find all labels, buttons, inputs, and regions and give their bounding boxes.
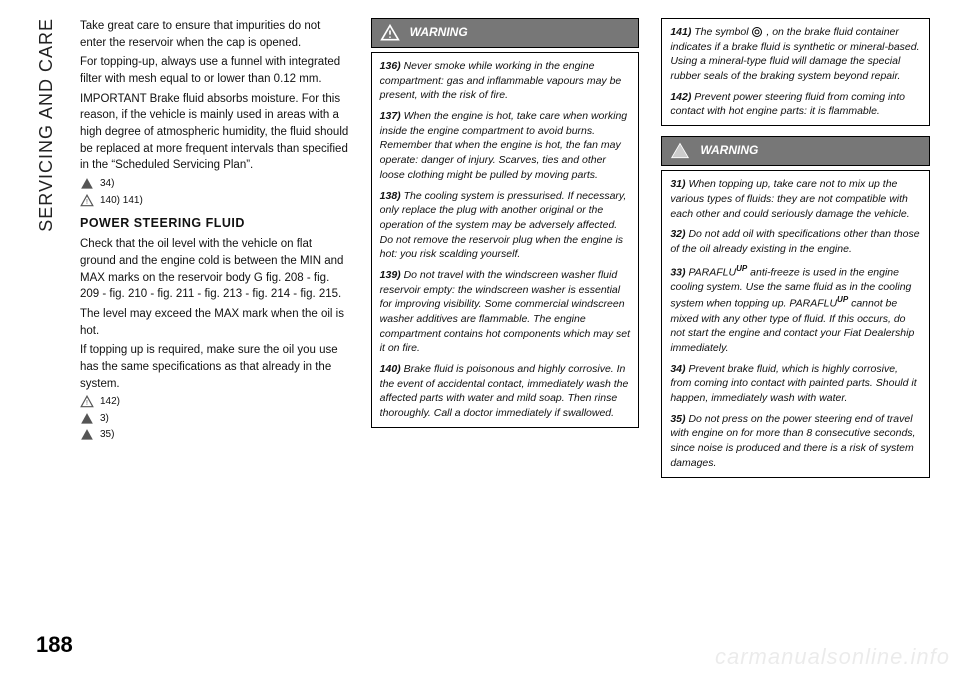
sup-up: UP [736,264,747,273]
warning-item: 139) Do not travel with the windscreen w… [380,268,631,356]
warning-body-bottom: 31) When topping up, take care not to mi… [661,170,930,477]
warning-number: 138) [380,190,401,202]
warning-triangle-icon [380,23,400,43]
warning-body: 136) Never smoke while working in the en… [371,52,640,428]
ref-row: 3) [80,412,349,427]
warning-number: 32) [670,228,685,240]
column-1: Take great care to ensure that impuritie… [80,18,349,628]
warning-number: 31) [670,178,685,190]
ref-text: 35) [100,428,114,443]
column-3: 141) The symbol , on the brake fluid con… [661,18,930,628]
warning-text: Prevent brake fluid, which is highly cor… [670,363,916,404]
warning-title: WARNING [410,24,468,41]
page-number: 188 [36,632,73,658]
warning-item: 136) Never smoke while working in the en… [380,59,631,103]
warning-text: When the engine is hot, take care when w… [380,110,627,181]
warning-text: Do not press on the power steering end o… [670,413,915,469]
warning-item: 34) Prevent brake fluid, which is highly… [670,362,921,406]
warning-number: 139) [380,269,401,281]
warning-item: 31) When topping up, take care not to mi… [670,177,921,221]
ref-row: ! 140) 141) [80,194,349,209]
warning-text-a: PARAFLU [688,266,736,278]
warning-text: The cooling system is pressurised. If ne… [380,190,627,261]
brake-symbol-icon [751,26,763,38]
warning-text: Never smoke while working in the engine … [380,60,622,101]
body-text: Check that the oil level with the vehicl… [80,236,349,303]
svg-text:!: ! [86,400,88,407]
ref-row: 35) [80,428,349,443]
warning-item: 140) Brake fluid is poisonous and highly… [380,362,631,421]
ref-text: 34) [100,177,114,192]
warning-text-a: The symbol [694,26,751,38]
caution-icon [80,428,94,442]
warning-item: 33) PARAFLUUP anti-freeze is used in the… [670,263,921,356]
warning-text: When topping up, take care not to mix up… [670,178,909,219]
warning-number: 141) [670,26,691,38]
warning-banner: WARNING [661,136,930,166]
warning-banner: WARNING [371,18,640,48]
watermark: carmanualsonline.info [715,644,950,670]
caution-icon [80,177,94,191]
warning-number: 33) [670,266,685,278]
warning-item: 35) Do not press on the power steering e… [670,412,921,471]
body-text: The level may exceed the MAX mark when t… [80,306,349,339]
warning-item: 32) Do not add oil with specifications o… [670,227,921,256]
warning-text: Brake fluid is poisonous and highly corr… [380,363,629,419]
warning-number: 137) [380,110,401,122]
column-2: WARNING 136) Never smoke while working i… [371,18,640,628]
body-text: IMPORTANT Brake fluid absorbs moisture. … [80,91,349,174]
warning-number: 140) [380,363,401,375]
warning-text: Do not travel with the windscreen washer… [380,269,630,354]
content-columns: Take great care to ensure that impuritie… [80,18,930,628]
svg-text:!: ! [86,199,88,206]
warning-text: Do not add oil with specifications other… [670,228,919,255]
warning-number: 35) [670,413,685,425]
warning-text: Prevent power steering fluid from coming… [670,91,905,118]
section-tab: SERVICING AND CARE [36,18,57,232]
ref-text: 3) [100,412,109,427]
caution-icon [80,412,94,426]
warning-title: WARNING [700,142,758,159]
body-text: If topping up is required, make sure the… [80,342,349,392]
warning-body-top: 141) The symbol , on the brake fluid con… [661,18,930,126]
warning-number: 136) [380,60,401,72]
body-text: For topping-up, always use a funnel with… [80,54,349,87]
body-text: Take great care to ensure that impuritie… [80,18,349,51]
warning-number: 34) [670,363,685,375]
warning-item: 137) When the engine is hot, take care w… [380,109,631,182]
ref-row: ! 142) [80,395,349,410]
warning-item: 142) Prevent power steering fluid from c… [670,90,921,119]
warning-item: 138) The cooling system is pressurised. … [380,189,631,262]
ref-row: 34) [80,177,349,192]
warning-icon: ! [80,395,94,409]
caution-triangle-icon [670,141,690,161]
ref-text: 142) [100,395,120,410]
sup-up: UP [837,295,848,304]
ref-text: 140) 141) [100,194,143,209]
warning-icon: ! [80,194,94,208]
warning-number: 142) [670,91,691,103]
heading-power-steering: POWER STEERING FLUID [80,214,349,232]
warning-item: 141) The symbol , on the brake fluid con… [670,25,921,84]
